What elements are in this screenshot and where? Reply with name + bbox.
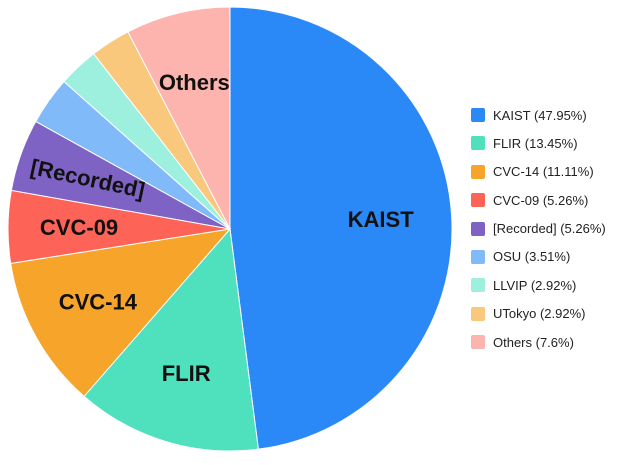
legend-label: Others (7.6%): [493, 334, 574, 350]
slice-label-cvc-14: CVC-14: [59, 289, 138, 314]
legend-label: UTokyo (2.92%): [493, 306, 586, 322]
legend-swatch: [471, 249, 485, 264]
slice-label-kaist: KAIST: [348, 207, 415, 232]
pie-slice-others: [127, 6, 231, 230]
legend-item: Others (7.6%): [471, 328, 606, 356]
chart-legend: KAIST (47.95%) FLIR (13.45%) CVC-14 (11.11…: [471, 101, 606, 357]
legend-item: CVC-09 (5.26%): [471, 186, 606, 214]
legend-label: [Recorded] (5.26%): [493, 221, 606, 237]
slice-label-others: Others: [159, 70, 230, 95]
legend-item: CVC-14 (11.11%): [471, 158, 606, 186]
legend-swatch: [471, 221, 485, 236]
pie-slice-flir: [83, 227, 259, 452]
legend-swatch: [471, 108, 485, 122]
pie-slice-cvc-14: [10, 228, 232, 398]
legend-label: OSU (3.51%): [493, 249, 571, 265]
legend-label: CVC-09 (5.26%): [493, 192, 589, 208]
legend-item: UTokyo (2.92%): [471, 300, 606, 328]
slice-label-cvc-09: CVC-09: [40, 215, 118, 240]
legend-label: CVC-14 (11.11%): [493, 164, 594, 180]
legend-item: OSU (3.51%): [471, 243, 606, 271]
legend-item: FLIR (13.45%): [471, 129, 606, 157]
slice-label-flir: FLIR: [162, 361, 211, 386]
legend-swatch: [471, 278, 485, 293]
legend-swatch: [471, 136, 485, 151]
legend-label: LLVIP (2.92%): [493, 277, 577, 293]
legend-label: KAIST (47.95%): [493, 107, 587, 123]
legend-swatch: [471, 306, 485, 321]
legend-item: KAIST (47.95%): [471, 101, 606, 129]
legend-item: LLVIP (2.92%): [471, 271, 606, 299]
legend-item: [Recorded] (5.26%): [471, 215, 606, 243]
legend-swatch: [471, 335, 485, 350]
pie-slice-kaist: [229, 6, 453, 450]
legend-swatch: [471, 193, 485, 208]
legend-label: FLIR (13.45%): [493, 135, 578, 151]
legend-swatch: [471, 164, 485, 179]
